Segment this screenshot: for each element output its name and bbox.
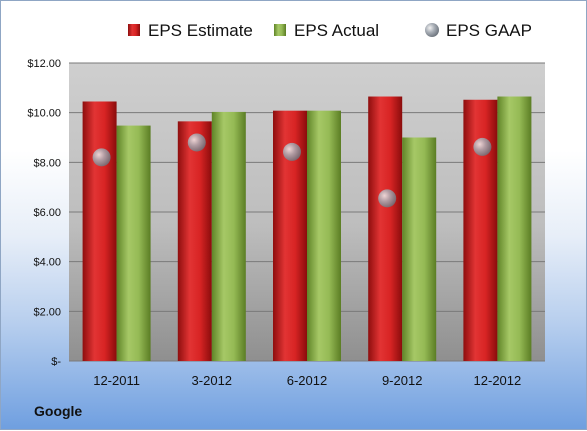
x-tick-label: 12-2012 bbox=[474, 373, 522, 388]
y-tick-label: $2.00 bbox=[33, 306, 61, 318]
y-axis-ticks: $- $2.00 $4.00 $6.00 $8.00 $10.00 $12.00 bbox=[27, 58, 61, 368]
x-axis-ticks: 12-2011 3-2012 6-2012 9-2012 12-2012 bbox=[93, 373, 521, 388]
y-tick-label: $10.00 bbox=[27, 108, 61, 120]
y-tick-label: $12.00 bbox=[27, 58, 61, 70]
bar-eps-estimate-3-2012 bbox=[177, 121, 212, 361]
marker-eps-gaap-3-2012 bbox=[187, 133, 206, 152]
legend-swatch-eps-estimate bbox=[128, 24, 140, 36]
marker-eps-gaap-12-2011 bbox=[92, 148, 111, 167]
gaap-markers bbox=[92, 133, 492, 208]
bars bbox=[82, 96, 532, 362]
legend-label-eps-estimate: EPS Estimate bbox=[148, 21, 253, 40]
legend: EPS Estimate EPS Actual EPS GAAP bbox=[128, 21, 532, 40]
y-tick-label: $6.00 bbox=[33, 207, 61, 219]
bar-eps-actual-3-2012 bbox=[211, 111, 246, 362]
bar-eps-actual-12-2012 bbox=[497, 96, 532, 362]
marker-eps-gaap-6-2012 bbox=[283, 142, 301, 161]
legend-swatch-eps-actual bbox=[274, 24, 286, 36]
marker-eps-gaap-9-2012 bbox=[378, 189, 397, 208]
bar-eps-estimate-12-2011 bbox=[82, 101, 117, 361]
bar-eps-actual-9-2012 bbox=[402, 137, 437, 361]
y-tick-label: $4.00 bbox=[33, 257, 61, 269]
y-tick-label: $- bbox=[51, 356, 61, 368]
company-label: Google bbox=[34, 403, 83, 419]
marker-eps-gaap-12-2012 bbox=[473, 137, 492, 156]
y-tick-label: $8.00 bbox=[33, 157, 61, 169]
legend-swatch-eps-gaap bbox=[425, 23, 439, 37]
legend-label-eps-gaap: EPS GAAP bbox=[446, 21, 532, 40]
x-tick-label: 9-2012 bbox=[382, 373, 422, 388]
x-tick-label: 6-2012 bbox=[287, 373, 327, 388]
bar-eps-actual-12-2011 bbox=[116, 125, 151, 361]
bar-eps-estimate-9-2012 bbox=[368, 96, 403, 362]
legend-label-eps-actual: EPS Actual bbox=[294, 21, 379, 40]
x-tick-label: 12-2011 bbox=[93, 373, 140, 388]
x-tick-label: 3-2012 bbox=[192, 373, 232, 388]
bar-eps-actual-6-2012 bbox=[307, 110, 341, 362]
